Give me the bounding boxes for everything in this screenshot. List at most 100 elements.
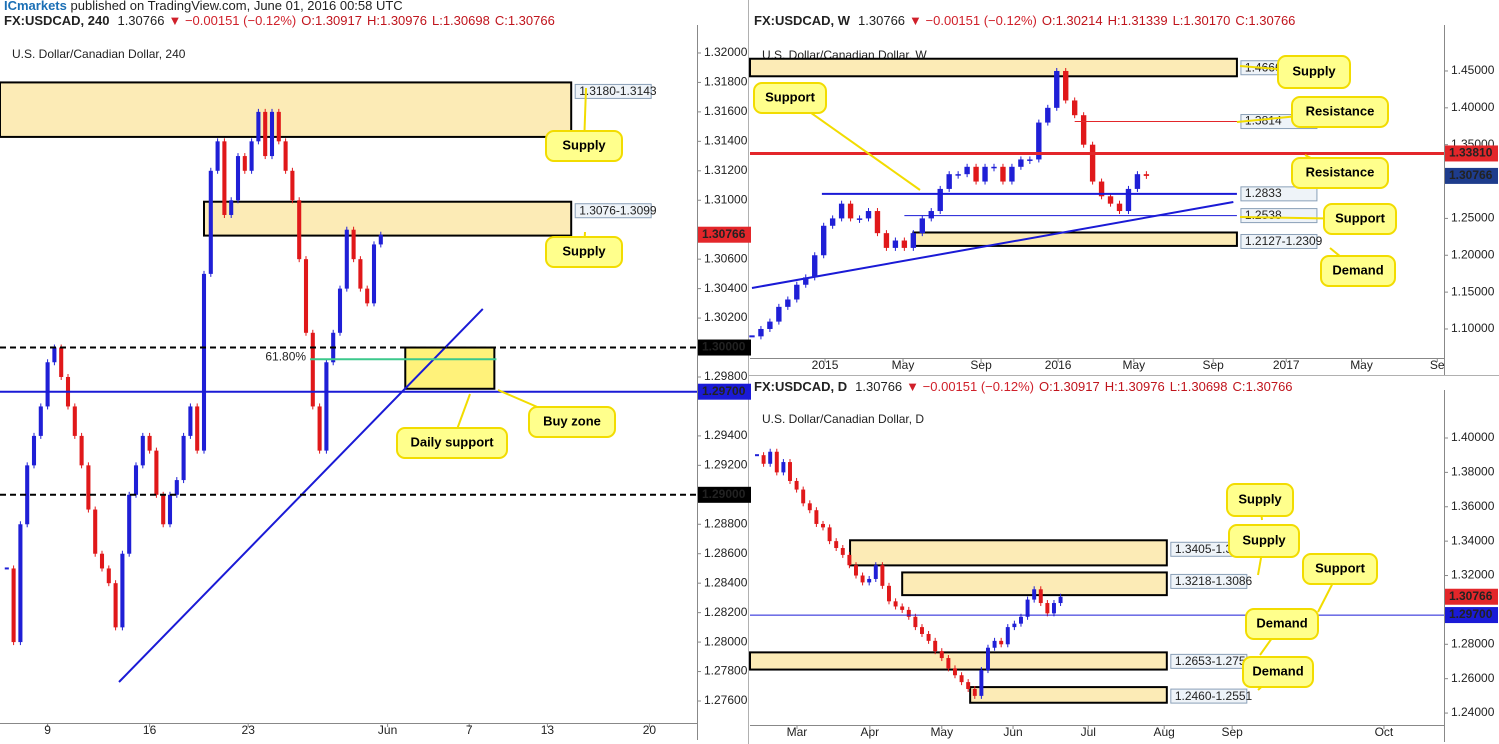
candle (937, 188, 943, 212)
candle (1134, 174, 1141, 189)
zone (849, 539, 1168, 567)
candle (358, 259, 363, 289)
x-tick-label: 2017 (1273, 358, 1300, 372)
candle (807, 503, 812, 511)
candle (820, 225, 827, 256)
x-tick-label: 9 (44, 723, 51, 737)
price-badge (1445, 588, 1498, 605)
candle (1012, 623, 1017, 628)
candle (1032, 589, 1037, 600)
candle (1025, 599, 1030, 617)
candle (952, 668, 957, 676)
x-tick-label: Oct (1375, 725, 1394, 739)
candle (860, 575, 865, 583)
y-tick-label: 1.31200 (704, 163, 748, 177)
candle (847, 203, 854, 219)
candle (840, 548, 845, 555)
candle (365, 288, 370, 304)
level-label-box (1240, 208, 1318, 224)
y-tick-label: 1.38000 (1451, 465, 1495, 479)
candle (854, 565, 858, 576)
candle (939, 651, 944, 659)
candle (906, 609, 911, 617)
y-tick-label: 1.28600 (704, 546, 748, 560)
candle (215, 141, 220, 171)
callout-label: Demand (1252, 663, 1303, 678)
y-tick-label: 1.28200 (704, 605, 748, 619)
y-tick-label: 1.27600 (704, 693, 748, 707)
x-tick-label: 13 (541, 723, 555, 737)
candle (133, 465, 139, 495)
candle (767, 321, 773, 329)
x-tick-label: Sep (1202, 358, 1224, 372)
callout-label: Support (765, 89, 815, 104)
candle (1000, 166, 1006, 182)
candle (195, 406, 200, 451)
level-label: 1.3814 (1245, 114, 1282, 128)
last-price: 1.30766 (117, 13, 164, 28)
symbol: FX:USDCAD, D (754, 379, 847, 394)
y-tick-label: 1.31600 (704, 104, 748, 118)
callout-label: Demand (1332, 262, 1383, 277)
candle (774, 451, 779, 473)
candle (249, 141, 254, 171)
x-tick-label: Mar (787, 725, 808, 739)
candle (59, 347, 64, 377)
level-label-box (1240, 186, 1318, 202)
zone (969, 686, 1168, 704)
candle (801, 489, 806, 504)
candle (1107, 196, 1114, 204)
x-tick-label: Jun (1003, 725, 1022, 739)
symbol: FX:USDCAD, W (754, 13, 851, 28)
candle (838, 203, 845, 219)
callout-box (545, 236, 623, 268)
x-tick-label: 2015 (812, 358, 839, 372)
callout-label: Supply (1242, 532, 1286, 547)
y-tick-label: 1.45000 (1451, 63, 1495, 77)
candle (827, 527, 832, 542)
x-tick-label: 2016 (1045, 358, 1072, 372)
candle (242, 156, 247, 171)
price-badge (698, 339, 751, 356)
candle (147, 435, 152, 451)
y-tick-label: 1.32000 (1451, 568, 1495, 582)
candle (979, 670, 984, 696)
candle (781, 462, 786, 473)
candle (761, 455, 766, 464)
price-badge (698, 226, 751, 243)
candle (1045, 603, 1050, 614)
candle (812, 255, 818, 278)
candle (11, 568, 16, 643)
candle (892, 240, 899, 248)
candle (1009, 166, 1015, 182)
x-tick-label: 16 (143, 723, 157, 737)
candle (755, 454, 759, 457)
price-badge-label: 1.29700 (1449, 607, 1493, 621)
callout-box (1277, 55, 1351, 89)
candle (1143, 174, 1150, 176)
banner-text: published on TradingView.com, June 01, 2… (71, 0, 403, 13)
candle (873, 565, 878, 579)
candle (1080, 115, 1087, 145)
candle (1125, 188, 1132, 212)
x-tick-label: Aug (1154, 725, 1175, 739)
candle (1051, 603, 1056, 614)
zone-label-box (574, 83, 652, 99)
candle (955, 174, 961, 176)
candle (814, 510, 819, 524)
x-tick-label: 20 (643, 723, 657, 737)
price-badge (1445, 167, 1498, 184)
candle (910, 233, 917, 248)
candle (154, 450, 159, 495)
y-tick-label: 1.24000 (1451, 705, 1495, 719)
candle (188, 406, 193, 436)
ohlc: C:1.30766 (1233, 379, 1293, 394)
price-badge-label: 1.29700 (702, 384, 746, 398)
callout-box (753, 82, 827, 114)
candle (758, 328, 764, 337)
x-tick-label: May (1350, 358, 1373, 372)
candle (959, 675, 964, 683)
zone (404, 346, 496, 390)
brand[interactable]: ICmarkets (4, 0, 67, 13)
candle (290, 170, 295, 201)
